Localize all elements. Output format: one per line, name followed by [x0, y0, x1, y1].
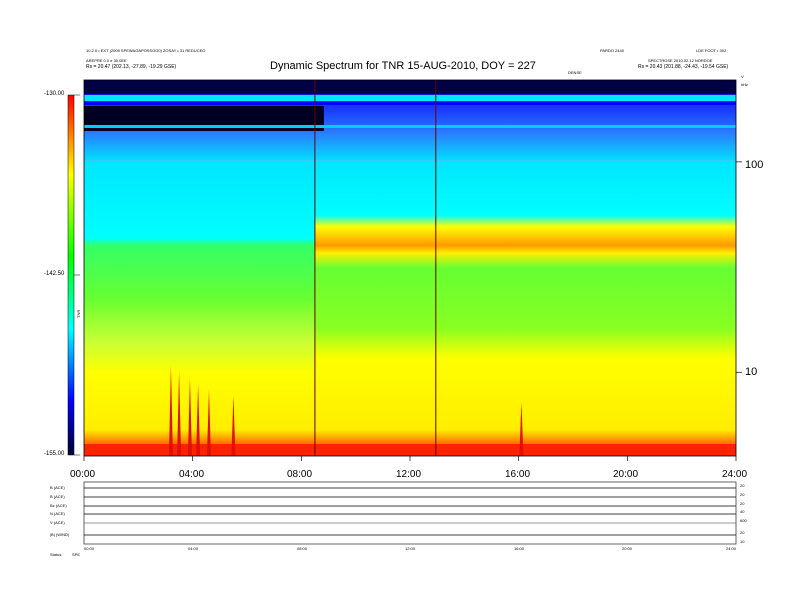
lower-right-1: 20 — [740, 492, 745, 497]
header-info-right-1: LDE FOOT • 302 — [696, 48, 727, 53]
x-tick-0: 00:00 — [70, 469, 96, 480]
lower-x-tick-2: 08:00 — [297, 546, 308, 551]
spectrum-region-before — [84, 80, 315, 456]
lower-label-extra: SPE — [72, 552, 81, 557]
lower-label-2: Bz (ACE) — [50, 503, 67, 508]
lower-right-5: 20 — [740, 530, 745, 535]
x-tick-5: 20:00 — [613, 469, 639, 480]
header-info-left-2: AREPRE 0.0 e 30.0EE — [86, 58, 127, 63]
chart-title: Dynamic Spectrum for TNR 15-AUG-2010, DO… — [270, 60, 536, 72]
burst-mark — [206, 390, 211, 456]
units-v-label: V — [741, 74, 744, 79]
colorbar-tick-bottom: -155.00 — [44, 451, 65, 457]
lower-x-tick-4: 16:00 — [514, 546, 525, 551]
burst-mark — [168, 366, 173, 456]
burst-mark — [196, 384, 201, 456]
x-tick-1: 04:00 — [179, 469, 205, 480]
lower-right-4: 600 — [740, 518, 747, 523]
lower-panel-frame — [83, 481, 737, 545]
burst-mark — [187, 378, 192, 456]
lower-x-tick-1: 04:00 — [188, 546, 199, 551]
colorbar-tick-top: -130.00 — [44, 91, 65, 97]
dark-band-top — [84, 80, 736, 94]
burst-mark — [519, 402, 524, 456]
y-tick-10: 10 — [745, 366, 758, 378]
header-info-small: DENSE — [568, 70, 582, 75]
lower-label-5: |B| (WIND) — [50, 532, 70, 537]
lower-label-0: B (ACE) — [50, 485, 65, 490]
x-tick-3: 12:00 — [396, 469, 422, 480]
burst-mark — [177, 372, 182, 456]
y-tick-100: 100 — [745, 159, 764, 171]
lower-x-tick-3: 12:00 — [405, 546, 416, 551]
header-info-left-1: 10.2.0 • EXT (2009 SPEWAGAPOSSOO0) ZOSAY… — [86, 48, 206, 53]
blue-stripe — [84, 102, 736, 105]
red-base-band — [84, 444, 736, 456]
header-info-right-3: Rs = 20.43 (201.88, -24.43, -19.54 GSE) — [638, 64, 729, 70]
header-info-right-2: SPECTROSE 2010.02.12 NORDOE — [648, 58, 713, 63]
cyan-stripe-1 — [84, 95, 736, 101]
x-tick-2: 08:00 — [287, 469, 313, 480]
lower-x-tick-5: 20:00 — [622, 546, 633, 551]
lower-label-4: V (ACE) — [50, 520, 65, 525]
colorbar-axis-label: TNR — [76, 309, 81, 318]
lower-right-2: 20 — [740, 501, 745, 506]
lower-label-3: N (ACE) — [50, 511, 65, 516]
spectrum-region-after — [314, 80, 736, 456]
colorbar — [67, 94, 75, 456]
header-info-mid-right: PARDO 2440 — [600, 48, 624, 53]
lower-x-tick-0: 00:00 — [84, 546, 95, 551]
burst-mark — [231, 396, 236, 456]
x-tick-4: 16:00 — [505, 469, 531, 480]
lower-label-1: B (ACE) — [50, 494, 65, 499]
lower-right-0: 20 — [740, 483, 745, 488]
lower-right-6: 10 — [740, 539, 745, 544]
lower-x-tick-6: 24:00 — [726, 546, 737, 551]
colorbar-tick-mid: -142.50 — [44, 271, 65, 277]
header-info-left-3: Rs = 20.47 (202.13, -27.89, -19.29 GSE) — [86, 64, 177, 70]
cyan-stripe-3 — [84, 160, 736, 162]
units-khz-label: kHz — [741, 82, 748, 87]
x-tick-6: 24:00 — [722, 469, 748, 480]
cyan-stripe-2 — [84, 125, 736, 128]
lower-right-3: 40 — [740, 509, 745, 514]
lower-label-6: Status — [50, 552, 62, 557]
